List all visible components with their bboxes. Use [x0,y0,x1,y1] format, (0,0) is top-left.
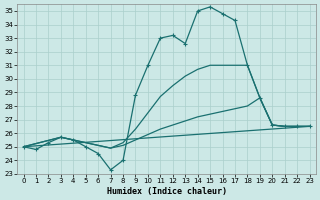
X-axis label: Humidex (Indice chaleur): Humidex (Indice chaleur) [107,187,227,196]
